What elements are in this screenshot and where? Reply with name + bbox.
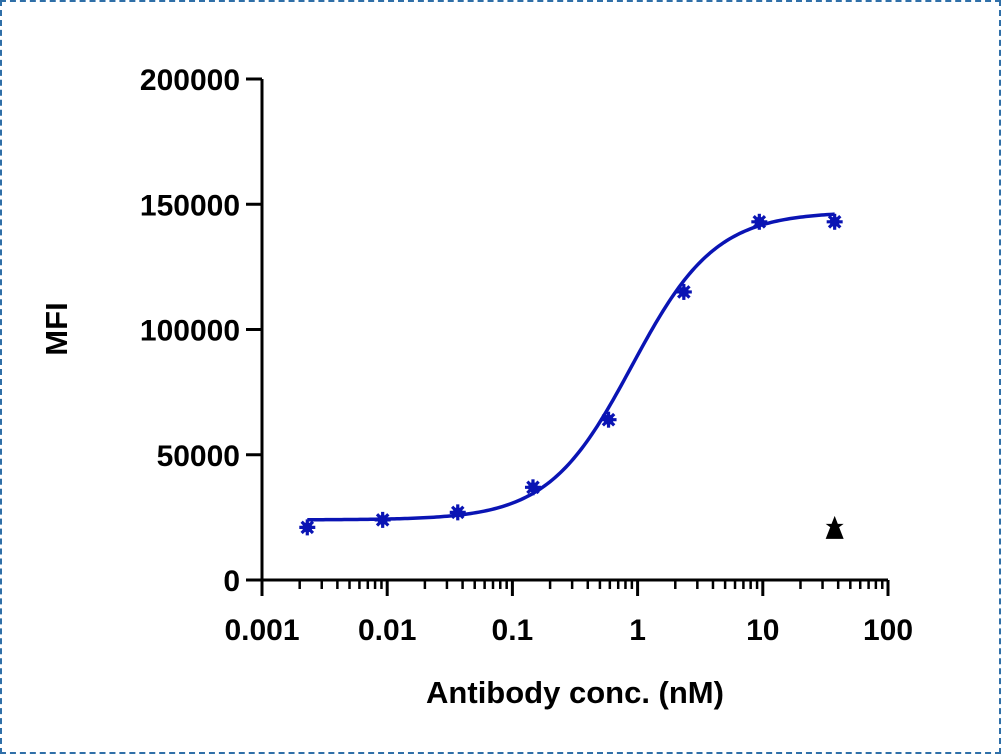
x-tick-label: 100 <box>863 614 913 647</box>
y-tick-label: 50000 <box>157 440 240 473</box>
y-tick-label: 200000 <box>140 64 240 97</box>
point-arm <box>827 215 842 229</box>
data-point-asterisk <box>524 479 541 496</box>
fit-curve <box>307 212 835 522</box>
y-tick-label: 150000 <box>140 189 240 222</box>
axis-labels: 0 50000 100000 150000 200000 0.001 0.01 0.1 1 10 1… <box>140 64 913 647</box>
x-tick-label: 0.01 <box>358 614 416 647</box>
x-axis-title: Antibody conc. (nM) <box>426 675 724 710</box>
data-point-asterisk <box>675 283 692 300</box>
x-tick-label: 0.001 <box>224 614 299 647</box>
point-arm <box>752 215 767 229</box>
data-point-triangle <box>825 515 844 539</box>
data-point-asterisk <box>751 213 768 230</box>
x-tick-label: 10 <box>746 614 779 647</box>
data-point-asterisk <box>600 411 617 428</box>
triangle-star-overlay <box>825 516 844 535</box>
point-arm <box>677 285 691 299</box>
data-points <box>299 213 844 539</box>
data-point-asterisk <box>826 213 843 230</box>
point-arm <box>601 412 616 427</box>
point-arm <box>526 480 540 495</box>
data-point-asterisk <box>299 519 316 536</box>
data-point-asterisk <box>449 504 466 521</box>
point-arm <box>450 505 465 520</box>
fit-curves <box>307 212 835 522</box>
point-arm <box>375 513 390 527</box>
x-tick-label: 1 <box>629 614 646 647</box>
y-tick-label: 100000 <box>140 315 240 348</box>
y-axis-title: MFI <box>39 302 74 355</box>
x-tick-label: 0.1 <box>492 614 534 647</box>
y-tick-label: 0 <box>223 565 240 598</box>
point-arm <box>300 520 315 535</box>
axes <box>246 77 890 596</box>
data-point-asterisk <box>374 511 391 528</box>
